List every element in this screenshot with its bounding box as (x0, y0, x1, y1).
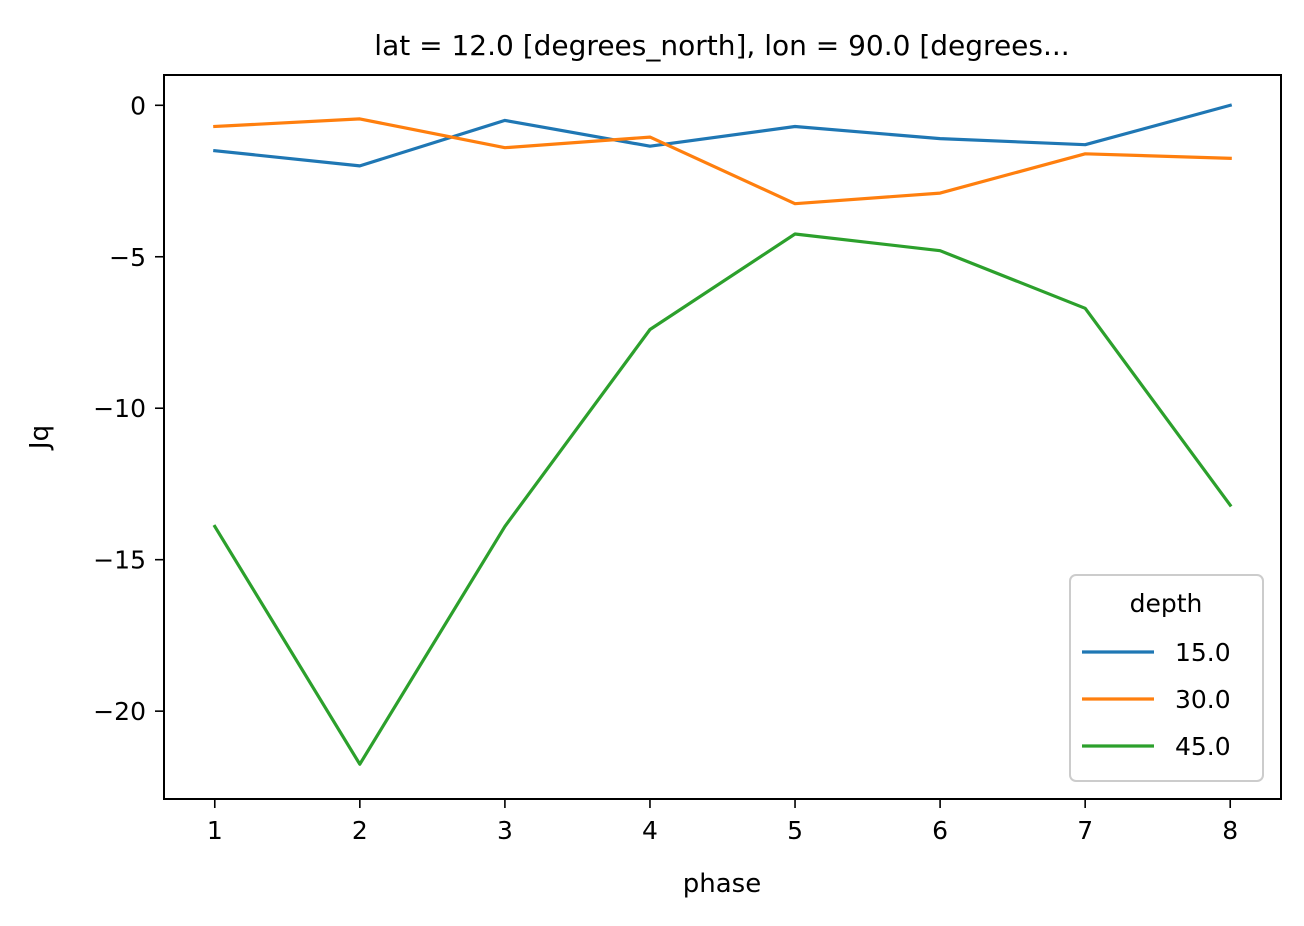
y-tick-label: −15 (93, 546, 146, 575)
legend-label-30.0: 30.0 (1175, 685, 1231, 714)
series-line-45.0 (212, 232, 1233, 766)
legend-entries: 15.0 30.0 45.0 (1082, 638, 1231, 761)
series-line-30.0 (213, 117, 1232, 206)
y-tick-label: −20 (93, 697, 146, 726)
y-tick-label: 0 (130, 91, 146, 120)
x-tick-label: 3 (497, 816, 513, 845)
series-line-15.0 (213, 103, 1233, 168)
x-tick-label: 5 (787, 816, 803, 845)
x-tick-label: 6 (932, 816, 948, 845)
x-tick-label: 7 (1077, 816, 1093, 845)
y-tick-label: −5 (109, 243, 146, 272)
legend-label-15.0: 15.0 (1175, 638, 1231, 667)
series-layer (212, 103, 1233, 766)
x-tick-label: 8 (1222, 816, 1238, 845)
chart-title: lat = 12.0 [degrees_north], lon = 90.0 [… (374, 29, 1069, 62)
plot-frame (163, 74, 1282, 800)
x-tick-label: 2 (352, 816, 368, 845)
legend-title: depth (1130, 589, 1203, 618)
y-axis-label: Jq (25, 425, 55, 451)
legend: depth 15.0 30.0 45.0 (1069, 574, 1264, 782)
legend-label-45.0: 45.0 (1175, 732, 1231, 761)
y-tick-label: −10 (93, 394, 146, 423)
x-axis: 1 2 3 4 5 6 7 8 (207, 799, 1238, 845)
x-tick-label: 1 (207, 816, 223, 845)
x-axis-label: phase (683, 869, 761, 899)
legend-box (1069, 574, 1264, 782)
y-axis: 0 −5 −10 −15 −20 (93, 91, 164, 726)
x-tick-label: 4 (642, 816, 658, 845)
